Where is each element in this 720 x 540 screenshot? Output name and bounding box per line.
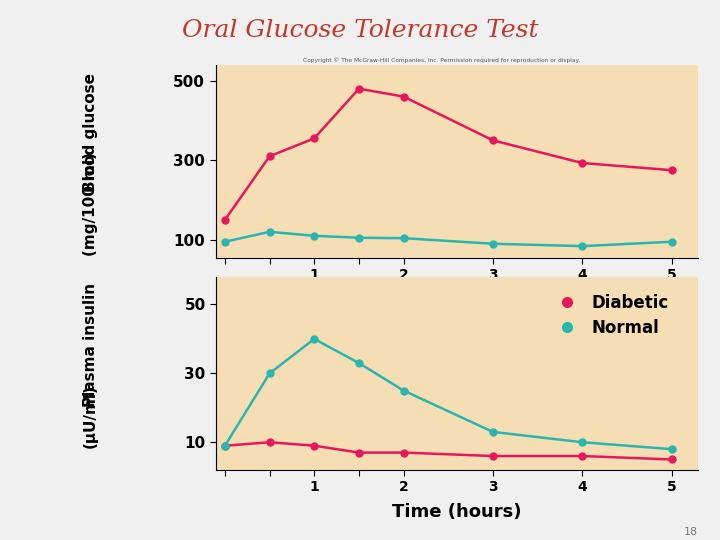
Text: Plasma insulin: Plasma insulin xyxy=(83,282,98,407)
Text: (μU/ml): (μU/ml) xyxy=(83,384,98,448)
Text: (mg/100 ml): (mg/100 ml) xyxy=(83,152,98,255)
Text: 18: 18 xyxy=(684,527,698,537)
Legend: Diabetic, Normal: Diabetic, Normal xyxy=(544,287,675,343)
X-axis label: Time (hours): Time (hours) xyxy=(392,503,522,521)
Text: Copyright © The McGraw-Hill Companies, Inc. Permission required for reproduction: Copyright © The McGraw-Hill Companies, I… xyxy=(303,57,580,63)
Text: Blood glucose: Blood glucose xyxy=(83,73,98,192)
Text: Oral Glucose Tolerance Test: Oral Glucose Tolerance Test xyxy=(181,19,539,42)
